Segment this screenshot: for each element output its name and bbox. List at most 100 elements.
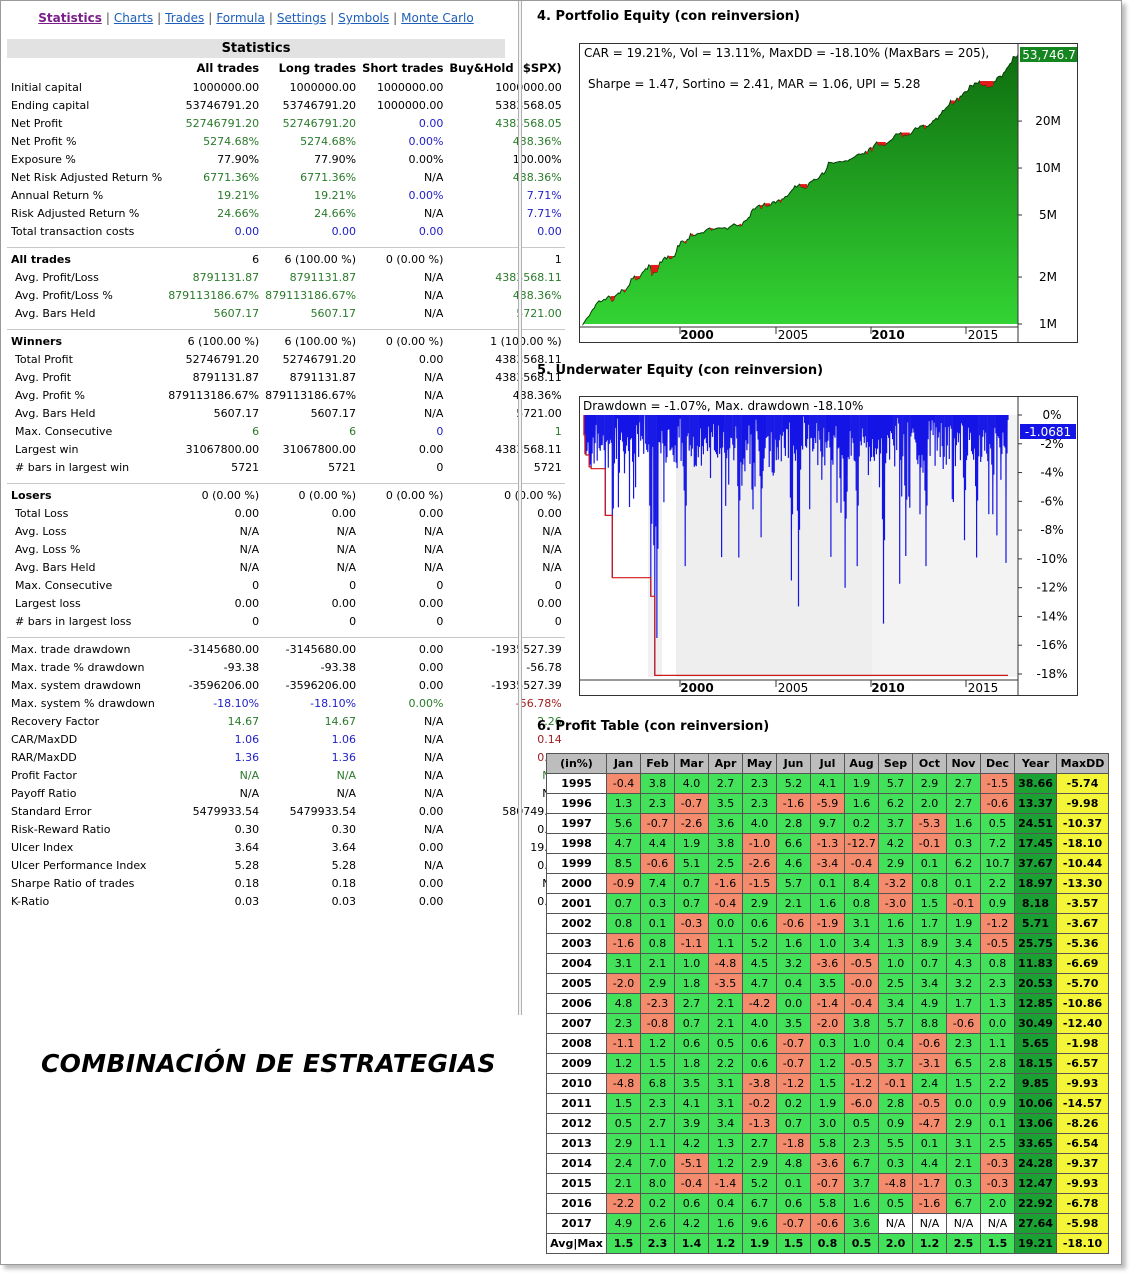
stat-value: N/A: [423, 786, 444, 800]
stat-value: 1000000.00: [495, 80, 562, 94]
year-maxdd: -6.54: [1056, 1133, 1109, 1154]
stat-label: Annual Return %: [11, 188, 104, 202]
nav-statistics[interactable]: Statistics: [38, 11, 102, 25]
month-return: 8.5: [606, 853, 641, 874]
month-return: 1.2: [912, 1233, 947, 1254]
stat-value: 6771.36%: [203, 170, 260, 184]
month-return: -1.6: [912, 1193, 947, 1214]
year-label: 2016: [546, 1193, 607, 1214]
year-maxdd: -9.93: [1056, 1173, 1109, 1194]
stat-label: Losers: [11, 488, 52, 502]
stat-value: 0.00: [418, 876, 444, 890]
month-return: 1.2: [810, 1053, 845, 1074]
stat-value: N/A: [542, 542, 562, 556]
profit-table-row: 2013 2.9 1.1 4.2 1.3 2.7 -1.8 5.8 2.3 5.5 0.1 3.1 2.…: [546, 1133, 1109, 1154]
nav-monte-carlo[interactable]: Monte Carlo: [401, 11, 474, 25]
stat-label: Max. Consecutive: [15, 578, 113, 592]
month-return: 4.9: [912, 993, 947, 1014]
month-return: 1.2: [708, 1153, 743, 1174]
stat-value: 0: [436, 614, 444, 628]
month-return: -0.7: [674, 793, 709, 814]
panel-divider[interactable]: [518, 1, 522, 1015]
nav-separator: |: [157, 11, 162, 25]
stat-value: 5721: [328, 460, 357, 474]
month-return: 2.8: [878, 1093, 913, 1114]
month-return: -4.2: [742, 993, 777, 1014]
month-return: 0.1: [912, 1133, 947, 1154]
month-return: -12.7: [844, 833, 879, 854]
stat-row: Recovery Factor 14.67 14.67 N/A 2.26: [7, 712, 565, 730]
profit-table-column-header: Sep: [878, 753, 913, 774]
stat-value: 19.21%: [217, 188, 260, 202]
year-label: 2002: [546, 913, 607, 934]
month-return: -1.6: [606, 933, 641, 954]
nav-separator: |: [268, 11, 273, 25]
month-return: -4.8: [708, 953, 743, 974]
month-return: -4.8: [606, 1073, 641, 1094]
month-return: -0.5: [844, 953, 879, 974]
stat-label: Risk Adjusted Return %: [11, 206, 140, 220]
month-return: 3.2: [776, 953, 811, 974]
last-value-tag: [1020, 424, 1076, 439]
stat-value: 24.66%: [217, 206, 260, 220]
month-return: 3.0: [810, 1113, 845, 1134]
month-return: 4.9: [606, 1213, 641, 1234]
month-return: 2.8: [776, 813, 811, 834]
nav-charts[interactable]: Charts: [113, 11, 154, 25]
month-return: 3.1: [844, 913, 879, 934]
x-tick-label: 2015: [968, 681, 999, 695]
nav-formula[interactable]: Formula: [216, 11, 265, 25]
month-return: 1.9: [810, 1093, 845, 1114]
stat-row: Max. system % drawdown -18.10% -18.10% 0.00…: [7, 694, 565, 712]
stat-value: 5607.17: [310, 306, 357, 320]
month-return: 2.1: [606, 1173, 641, 1194]
nav-trades[interactable]: Trades: [165, 11, 205, 25]
separator-line: [7, 240, 565, 250]
profit-table-column-header: Aug: [844, 753, 879, 774]
stat-label: K-Ratio: [11, 894, 50, 908]
month-return: 2.3: [640, 1093, 675, 1114]
profit-table-row: 2002 0.8 0.1 -0.3 0.0 0.6 -0.6 -1.9 3.1 1.6 1.7 1.9…: [546, 913, 1109, 934]
year-label: 1995: [546, 773, 607, 794]
year-return: 18.15: [1014, 1053, 1057, 1074]
nav-settings[interactable]: Settings: [276, 11, 327, 25]
stat-value: N/A: [423, 388, 444, 402]
month-return: 0.6: [742, 1053, 777, 1074]
stat-value: 5.28: [234, 858, 260, 872]
month-return: 2.1: [640, 953, 675, 974]
nav-symbols[interactable]: Symbols: [338, 11, 390, 25]
month-return: 0.1: [640, 913, 675, 934]
stat-value: 0: [436, 578, 444, 592]
stat-value: 52746791.20: [282, 116, 357, 130]
year-return: 24.51: [1014, 813, 1057, 834]
stat-value: 8791131.87: [192, 370, 260, 384]
stat-row: Max. Consecutive 0 0 0 0: [7, 576, 565, 594]
x-tick-label: 2010: [871, 328, 904, 342]
month-return: 3.7: [878, 1053, 913, 1074]
month-return: 0.1: [810, 873, 845, 894]
profit-table-row: 2014 2.4 7.0 -5.1 1.2 2.9 4.8 -3.6 6.7 0.3 4.4 2.1-…: [546, 1153, 1109, 1174]
month-return: 1.6: [776, 933, 811, 954]
month-return: 3.5: [810, 973, 845, 994]
month-return: -0.6: [980, 793, 1015, 814]
month-return: 2.3: [640, 1233, 675, 1254]
profit-table-row: 2004 3.1 2.1 1.0 -4.8 4.5 3.2 -3.6 -0.5 1.0 0.7 4.3…: [546, 953, 1109, 974]
month-return: 2.4: [606, 1153, 641, 1174]
month-return: -1.9: [810, 913, 845, 934]
y-tick-label: 2M: [1039, 270, 1057, 284]
profit-table-row: 2011 1.5 2.3 4.1 3.1 -0.2 0.2 1.9 -6.0 2.8 -0.5 0.0…: [546, 1093, 1109, 1114]
stat-value: 5721.00: [516, 406, 562, 420]
month-return: -3.8: [742, 1073, 777, 1094]
month-return: 1.5: [606, 1233, 641, 1254]
year-label: Avg|Max: [546, 1233, 607, 1254]
stat-row: CAR/MaxDD 1.06 1.06 N/A 0.14: [7, 730, 565, 748]
month-return: 8.9: [912, 933, 947, 954]
stat-value: N/A: [423, 732, 444, 746]
year-maxdd: -12.40: [1056, 1013, 1109, 1034]
month-return: 2.3: [742, 773, 777, 794]
stat-row: Total Loss 0.00 0.00 0.00 0.00: [7, 504, 565, 522]
month-return: 0.3: [810, 1033, 845, 1054]
stat-value: 5383568.05: [495, 98, 562, 112]
stat-value: 0.03: [234, 894, 260, 908]
stat-value: 0.00: [418, 442, 444, 456]
